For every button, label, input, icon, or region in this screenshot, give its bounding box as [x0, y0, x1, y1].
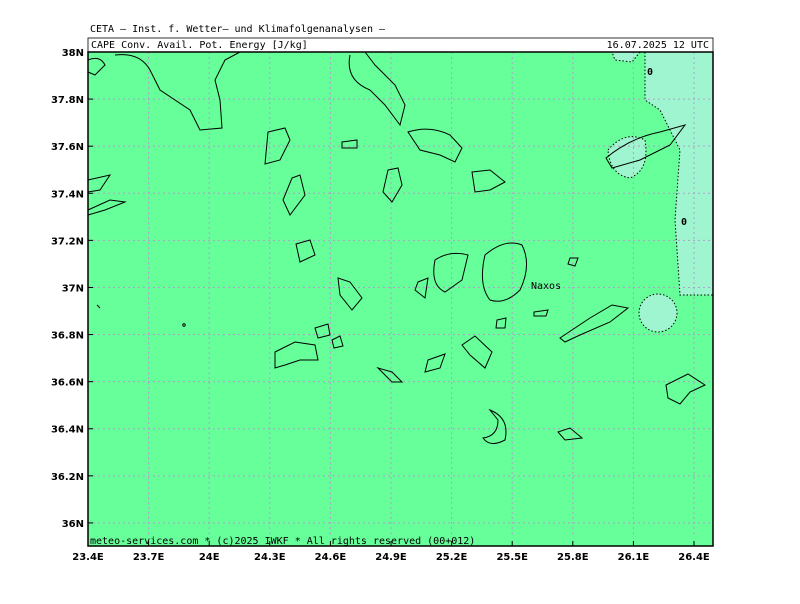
y-tick-label: 36.8N — [51, 331, 84, 342]
island — [461, 335, 493, 369]
valid-time: 16.07.2025 12 UTC — [607, 40, 709, 51]
coastlines — [87, 51, 707, 444]
contour-label: 0 — [681, 217, 687, 228]
island — [382, 167, 403, 203]
island — [87, 199, 127, 216]
header-title: CETA — Inst. f. Wetter— und Klimafolgena… — [90, 24, 386, 35]
island — [341, 139, 358, 149]
pale-area — [638, 293, 678, 333]
zero-cape-areas — [607, 51, 714, 333]
x-tick-label: 25.8E — [557, 552, 589, 563]
island — [665, 373, 707, 405]
parameter: CAPE Conv. Avail. Pot. Energy [J/kg] — [91, 40, 308, 51]
contour-label: 0 — [647, 67, 653, 78]
y-tick-label: 37N — [62, 283, 84, 294]
island — [96, 304, 101, 309]
island — [481, 242, 527, 302]
island — [87, 57, 106, 76]
island — [567, 257, 579, 267]
island — [331, 335, 344, 349]
island — [495, 317, 507, 329]
map-area — [88, 52, 713, 546]
island — [482, 408, 507, 444]
x-tick-label: 23.4E — [72, 552, 104, 563]
island — [182, 323, 186, 327]
island — [471, 169, 506, 193]
y-tick-label: 36.2N — [51, 472, 84, 483]
island — [264, 127, 291, 165]
x-tick-label: 24.9E — [375, 552, 407, 563]
footer: meteo-services.com * (c)2025 IWKF * All … — [90, 536, 475, 547]
x-tick-label: 23.7E — [133, 552, 165, 563]
y-tick-label: 36N — [62, 519, 84, 530]
y-tick-label: 38N — [62, 48, 84, 59]
island — [433, 252, 469, 293]
island — [557, 427, 584, 441]
pale-area — [644, 51, 714, 296]
y-tick-label: 36.4N — [51, 425, 84, 436]
y-tick-label: 37.6N — [51, 142, 84, 153]
island — [407, 128, 463, 163]
island — [533, 309, 549, 317]
x-tick-label: 26.1E — [618, 552, 650, 563]
x-tick-label: 24.3E — [254, 552, 286, 563]
y-tick-label: 37.8N — [51, 95, 84, 106]
island — [605, 124, 687, 169]
island — [376, 366, 404, 383]
island — [414, 277, 429, 299]
y-tick-label: 37.2N — [51, 236, 84, 247]
pale-area — [607, 136, 647, 179]
y-tick-label: 37.4N — [51, 189, 84, 200]
x-tick-label: 24.6E — [315, 552, 347, 563]
island — [337, 277, 363, 311]
island — [282, 174, 306, 216]
grid — [87, 51, 713, 546]
x-tick-label: 26.4E — [678, 552, 710, 563]
y-tick-label: 36.6N — [51, 378, 84, 389]
footer-box — [88, 534, 713, 546]
island — [559, 304, 630, 343]
map-frame — [87, 51, 714, 547]
place-label: Naxos — [531, 281, 561, 292]
island — [424, 353, 446, 373]
x-tick-label: 25.2E — [436, 552, 468, 563]
island — [348, 51, 406, 127]
x-tick-label: 25.5E — [496, 552, 528, 563]
x-tick-label: 24E — [199, 552, 220, 563]
island — [114, 51, 241, 131]
island — [295, 239, 316, 263]
island — [274, 341, 319, 369]
island — [87, 174, 112, 193]
island — [314, 323, 331, 339]
